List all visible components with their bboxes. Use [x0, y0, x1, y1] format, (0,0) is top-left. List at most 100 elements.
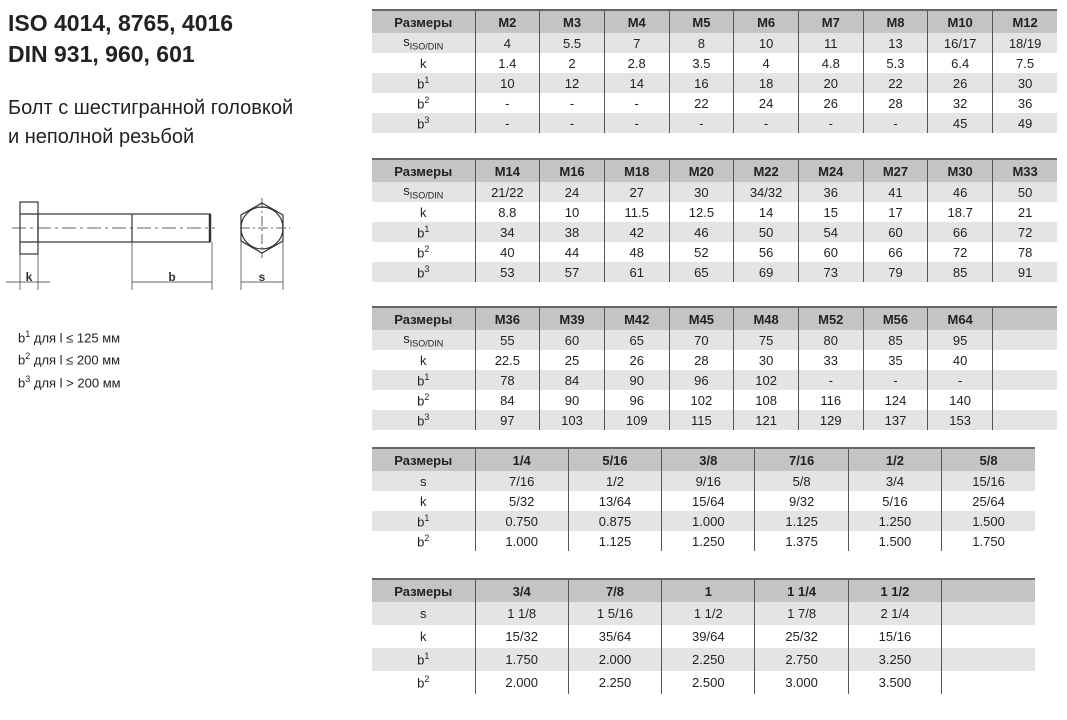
table-cell: 35	[862, 350, 928, 370]
table-cell: -	[797, 113, 864, 133]
size-table: Размеры M36 M39 M42 M45 M48 M52 M56 M64 sISO/DIN 5…	[372, 306, 1058, 430]
table-cell: 50	[733, 222, 799, 242]
table-cell: 1 1/2	[661, 602, 755, 625]
table-cell: 2.000	[474, 671, 569, 694]
row-label: sISO/DIN	[372, 33, 475, 53]
table-row: k 15/32 35/64 39/64 25/32 15/16	[372, 625, 1035, 648]
header-row: Размеры M2 M3 M4 M5 M6 M7 M8 M10 M12	[372, 9, 1058, 33]
table-cell: 35/64	[567, 625, 662, 648]
table-cell: 79	[862, 262, 928, 282]
table-cell: 10	[474, 73, 540, 93]
table-cell: 36	[797, 182, 864, 202]
table-cell: 30	[992, 73, 1058, 93]
column-header: M6	[733, 9, 799, 33]
table-cell: 14	[603, 73, 670, 93]
column-header: 1/4	[474, 447, 569, 471]
table-cell	[992, 330, 1058, 350]
table-cell: 12.5	[668, 202, 734, 222]
column-header: M2	[474, 9, 540, 33]
column-header: M45	[668, 306, 734, 330]
table-row: k 5/32 13/64 15/64 9/32 5/16 25/64	[372, 491, 1035, 511]
table-cell: 52	[668, 242, 734, 262]
table-cell: 1/2	[567, 471, 662, 491]
column-header: M5	[668, 9, 734, 33]
b-label: b	[168, 270, 175, 284]
table-row: b2 1.000 1.125 1.250 1.375 1.500 1.750	[372, 531, 1035, 551]
table-cell: 84	[539, 370, 605, 390]
row-label: b2	[417, 391, 430, 409]
table-cell: 15/16	[941, 471, 1035, 491]
table-cell: 5.5	[539, 33, 605, 53]
table-cell: -	[474, 113, 540, 133]
row-label: s	[372, 471, 476, 491]
table-row: sISO/DIN 4 5.5 7 8 10 11 13 16/17 18/19	[372, 33, 1058, 53]
table-cell: 15/64	[661, 491, 755, 511]
column-header: 1 1/4	[754, 578, 849, 602]
row-label: b1	[372, 648, 476, 671]
table-cell: 103	[539, 410, 605, 430]
table-cell: 22	[668, 93, 734, 113]
table-cell: 1.000	[474, 531, 569, 551]
table-cell: 17	[862, 202, 928, 222]
column-header: M3	[539, 9, 605, 33]
table-cell: -	[862, 370, 928, 390]
row-label: k	[420, 629, 427, 644]
table-cell: 46	[927, 182, 993, 202]
table-row: b1 78 84 90 96 102- - -	[372, 370, 1058, 390]
column-header: M52	[797, 306, 864, 330]
column-header: M22	[733, 158, 799, 182]
table-cell: 3.000	[754, 671, 849, 694]
table-cell: 3/4	[847, 471, 942, 491]
table-cell	[992, 390, 1058, 410]
table-cell: 11	[797, 33, 864, 53]
row-label: sISO/DIN	[372, 182, 475, 202]
row-label: b3	[372, 410, 475, 430]
table-cell: 50	[992, 182, 1058, 202]
table-cell: 1.375	[754, 531, 849, 551]
column-header: M18	[603, 158, 670, 182]
table-row: sISO/DIN 55 60 65 70 75 80 85 95	[372, 330, 1058, 350]
table-cell: 85	[927, 262, 993, 282]
column-header: M48	[733, 306, 799, 330]
table-cell: 45	[927, 113, 993, 133]
column-header: 5/8	[941, 447, 1035, 471]
table-cell	[992, 350, 1058, 370]
k-label: k	[26, 270, 33, 284]
table-row: b1 10 12 14 16 18 20 22 26 30	[372, 73, 1058, 93]
table-cell: 66	[927, 222, 993, 242]
column-header: M12	[992, 9, 1058, 33]
note: b3 для l > 200 мм	[18, 373, 121, 390]
row-label: b1	[372, 511, 476, 531]
table-row: k 22.5 25 26 28 30 33 35 40	[372, 350, 1058, 370]
column-header: M56	[862, 306, 928, 330]
table-cell: 10	[733, 33, 799, 53]
table-cell: 97	[474, 410, 540, 430]
table-row: b1 34 38 42 46 50 54 60 66 72	[372, 222, 1058, 242]
table-cell: 90	[603, 370, 670, 390]
table-cell: 57	[539, 262, 605, 282]
table-cell: 9/32	[754, 491, 849, 511]
column-header: 3/4	[474, 578, 569, 602]
column-header: Размеры	[372, 447, 476, 471]
table-cell: 27	[603, 182, 670, 202]
table-cell: 9/16	[661, 471, 755, 491]
table-cell: -	[474, 93, 540, 113]
table-cell: 121	[733, 410, 799, 430]
table-cell: 22.5	[474, 350, 540, 370]
table-cell: 6.4	[927, 53, 993, 73]
column-header: M16	[539, 158, 605, 182]
column-header: Размеры	[372, 306, 475, 330]
table-cell: 140	[927, 390, 993, 410]
row-label: b3	[372, 262, 475, 282]
table-cell: 61	[603, 262, 670, 282]
note: b1 для l ≤ 125 мм	[18, 329, 121, 346]
column-header: M10	[927, 9, 993, 33]
table-cell: 2.250	[661, 648, 755, 671]
table-cell: 153	[927, 410, 993, 430]
table-cell: -	[927, 370, 993, 390]
table-cell: 1.500	[847, 531, 942, 551]
table-cell: 85	[862, 330, 928, 350]
table-cell: 109	[603, 410, 670, 430]
table-cell: 11.5	[603, 202, 670, 222]
table-cell: 91	[992, 262, 1058, 282]
